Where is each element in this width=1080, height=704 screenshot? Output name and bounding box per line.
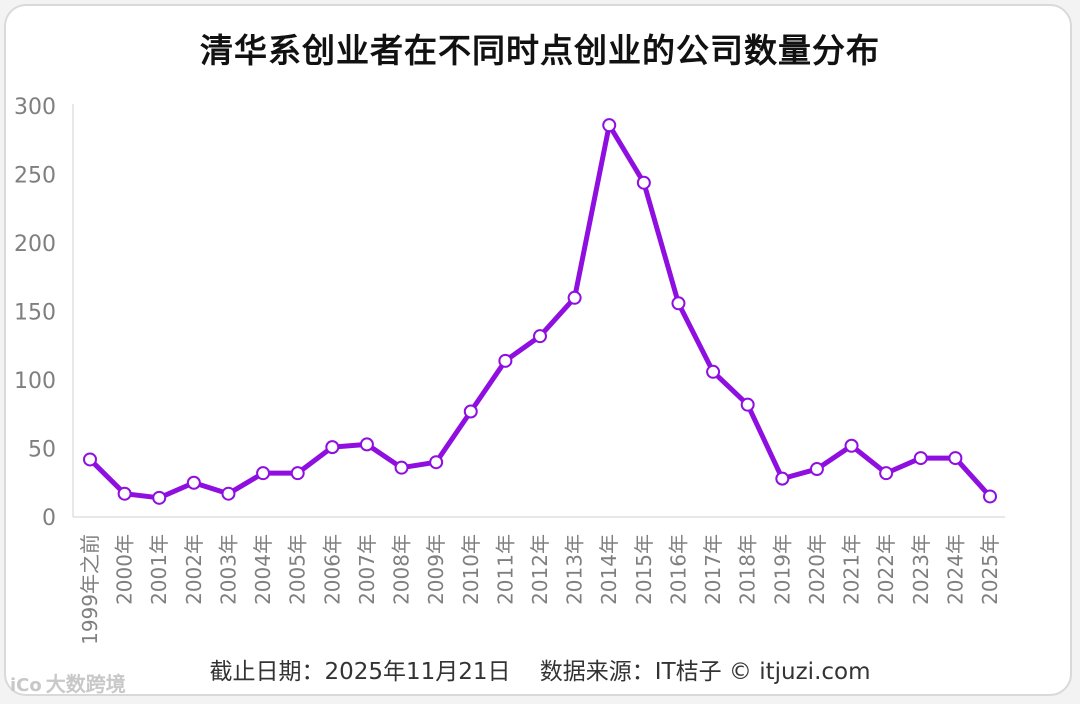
data-point	[221, 486, 236, 501]
x-tick-label: 2000年	[113, 534, 137, 605]
x-tick-label: 2013年	[563, 534, 587, 605]
data-point	[948, 451, 963, 466]
x-tick-label: 2011年	[493, 534, 517, 605]
y-tick-label: 50	[28, 438, 56, 463]
x-tick-label: 2005年	[286, 534, 310, 605]
x-tick-label: 2004年	[251, 534, 275, 605]
x-tick-label: 2007年	[355, 534, 379, 605]
x-tick-label: 2014年	[597, 534, 621, 605]
chart-title: 清华系创业者在不同时点创业的公司数量分布	[200, 31, 880, 70]
x-tick-label: 2019年	[770, 534, 794, 605]
x-tick-label: 2003年	[216, 534, 240, 605]
data-point	[913, 451, 928, 466]
x-tick-label: 2021年	[840, 534, 864, 605]
x-tick-label: 2024年	[943, 534, 967, 605]
x-axis: 1999年之前 2000年 2001年 2002年 2003年 2004年 2005年 200…	[73, 516, 1005, 645]
source-footer: 截止日期：2025年11月21日 数据来源：IT桔子 © itjuzi.com	[209, 659, 871, 685]
x-tick-label: 2001年	[147, 534, 171, 605]
y-tick-label: 100	[14, 369, 56, 394]
x-tick-label: 2023年	[909, 534, 933, 605]
data-point	[186, 475, 201, 490]
watermark-text: 大数跨境	[45, 672, 126, 696]
data-point	[706, 364, 721, 379]
x-tick-label: 2025年	[978, 534, 1002, 605]
data-point	[498, 353, 513, 368]
data-point	[671, 296, 686, 311]
data-point	[636, 175, 651, 190]
data-point	[394, 460, 409, 475]
data-point	[152, 490, 167, 505]
data-point	[602, 118, 617, 133]
data-point	[844, 438, 859, 453]
data-point	[775, 471, 790, 486]
x-tick-label: 2002年	[182, 534, 206, 605]
chart-card	[4, 4, 1072, 696]
y-tick-label: 150	[14, 301, 56, 326]
y-axis: 0 50 100 150 200 250 300	[14, 95, 74, 531]
x-tick-label: 2010年	[459, 534, 483, 605]
x-tick-label: 2022年	[874, 534, 898, 605]
y-tick-label: 250	[14, 164, 56, 189]
data-point	[429, 455, 444, 470]
y-tick-label: 0	[42, 506, 56, 531]
x-tick-label: 2016年	[666, 534, 690, 605]
x-tick-label: 2009年	[424, 534, 448, 605]
y-tick-label: 300	[14, 95, 56, 120]
data-point	[740, 397, 755, 412]
data-point	[83, 452, 97, 467]
watermark-logo-icon: iCo	[10, 675, 42, 696]
data-point	[463, 404, 478, 419]
data-point	[533, 329, 547, 344]
x-tick-label: 2018年	[736, 534, 760, 605]
data-point	[256, 466, 271, 481]
data-point	[983, 489, 997, 504]
x-tick-label: 2015年	[632, 534, 656, 605]
data-point	[809, 462, 824, 477]
data-point	[359, 437, 374, 452]
x-tick-label: 2020年	[805, 534, 829, 605]
x-tick-label: 2006年	[320, 534, 344, 605]
data-point	[567, 290, 582, 305]
watermark: iCo 大数跨境	[10, 668, 126, 697]
data-point	[117, 486, 132, 501]
data-point	[290, 466, 305, 481]
x-tick-label: 1999年之前	[78, 534, 102, 645]
x-tick-label: 2012年	[528, 534, 552, 605]
data-point	[879, 466, 894, 481]
x-tick-label: 2017年	[701, 534, 725, 605]
y-tick-label: 200	[14, 232, 56, 257]
x-tick-label: 2008年	[390, 534, 414, 605]
series-group	[83, 118, 997, 505]
data-point	[325, 440, 340, 455]
